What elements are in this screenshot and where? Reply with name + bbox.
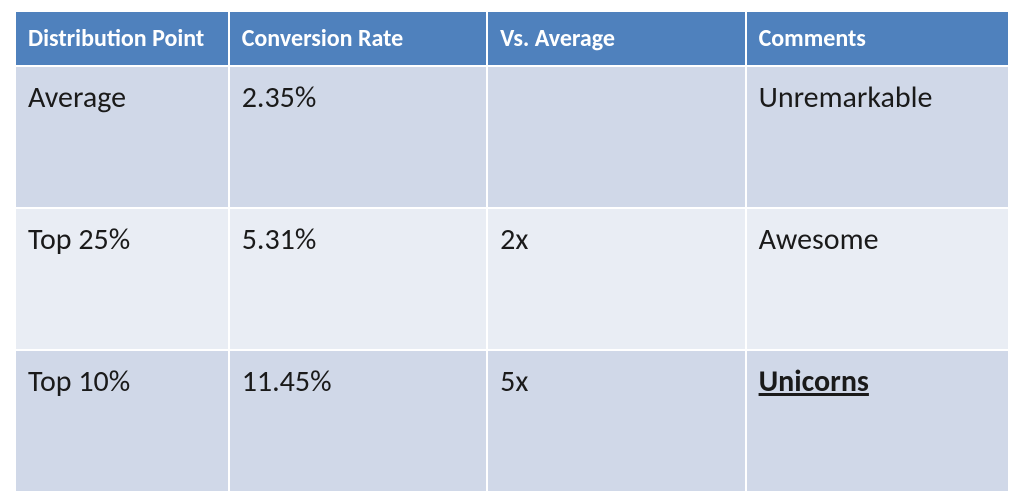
cell-text: 2x bbox=[488, 209, 744, 270]
cell-text: Awesome bbox=[747, 209, 1008, 270]
table-row: Average2.35% Unremarkable bbox=[15, 66, 1009, 208]
table-cell: 5x bbox=[487, 350, 745, 492]
table-cell bbox=[487, 66, 745, 208]
table-cell: Unremarkable bbox=[746, 66, 1009, 208]
table-cell: Top 10% bbox=[15, 350, 229, 492]
table-cell: Average bbox=[15, 66, 229, 208]
table-cell: Unicorns bbox=[746, 350, 1009, 492]
column-header: Comments bbox=[746, 11, 1009, 66]
table-cell: Top 25% bbox=[15, 208, 229, 350]
cell-text: Unicorns bbox=[747, 351, 1008, 412]
table-cell: 11.45% bbox=[229, 350, 487, 492]
cell-text: 11.45% bbox=[230, 351, 486, 412]
cell-text: Unremarkable bbox=[747, 67, 1008, 128]
cell-text: 5.31% bbox=[230, 209, 486, 270]
cell-text: Average bbox=[16, 67, 228, 128]
table-row: Top 10%11.45%5xUnicorns bbox=[15, 350, 1009, 492]
table-cell: 5.31% bbox=[229, 208, 487, 350]
table-row: Top 25%5.31%2xAwesome bbox=[15, 208, 1009, 350]
table-header-row: Distribution Point Conversion Rate Vs. A… bbox=[15, 11, 1009, 66]
cell-text: 2.35% bbox=[230, 67, 486, 128]
table-cell: 2.35% bbox=[229, 66, 487, 208]
cell-text bbox=[488, 67, 744, 91]
table-body: Average2.35% Unremarkable Top 25%5.31%2xAw… bbox=[15, 66, 1009, 492]
column-header: Distribution Point bbox=[15, 11, 229, 66]
table-cell: 2x bbox=[487, 208, 745, 350]
conversion-rate-table: Distribution Point Conversion Rate Vs. A… bbox=[14, 10, 1010, 493]
cell-text: Top 10% bbox=[16, 351, 228, 412]
cell-text: 5x bbox=[488, 351, 744, 412]
table-cell: Awesome bbox=[746, 208, 1009, 350]
cell-text: Top 25% bbox=[16, 209, 228, 270]
column-header: Conversion Rate bbox=[229, 11, 487, 66]
column-header: Vs. Average bbox=[487, 11, 745, 66]
